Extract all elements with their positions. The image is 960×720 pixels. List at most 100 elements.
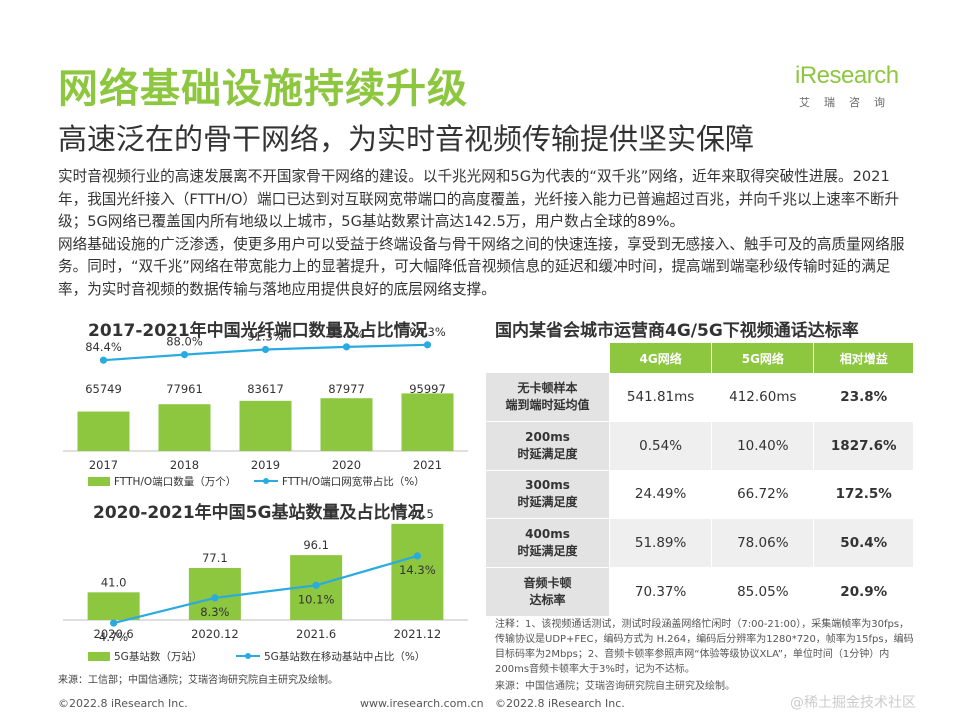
row-label-line2: 时延满足度 — [517, 495, 578, 510]
cell-gain: 172.5% — [814, 470, 914, 520]
row-label: 音频卡顿 达标率 — [486, 568, 610, 617]
line-point — [211, 594, 219, 602]
intro-text: 实时音视频行业的高速发展离不开国家骨干网络的建设。以千兆光网和5G为代表的“双千… — [58, 166, 918, 301]
row-label: 无卡顿样本端到端时延均值 — [486, 373, 610, 422]
line-value-label: 8.3% — [200, 605, 229, 619]
table-header-5g: 5G网络 — [712, 343, 815, 373]
cell-gain: 20.9% — [814, 568, 914, 617]
bar-value-label: 87977 — [328, 382, 365, 396]
cell-gain: 1827.6% — [814, 421, 914, 471]
page-subtitle: 高速泛在的骨干网络，为实时音视频传输提供坚实保障 — [58, 122, 755, 156]
legend-line-label: FTTH/O端口网宽带占比（%） — [282, 475, 425, 488]
line-value-label: 10.1% — [298, 592, 335, 606]
legend-line-label: 5G基站数在移动基站中占比（%） — [264, 650, 425, 663]
row-label-line1: 无卡顿样本 — [517, 380, 578, 395]
bar — [87, 592, 140, 620]
bar-value-label: 77961 — [166, 382, 203, 396]
logo-wordmark: iResearch — [795, 62, 899, 89]
cell-5g: 66.72% — [712, 470, 815, 520]
line-point — [423, 341, 432, 349]
bar — [188, 567, 241, 620]
x-tick-label: 2017 — [89, 458, 118, 472]
bar-value-label: 95997 — [409, 382, 446, 396]
row-label-line2: 端到端时延均值 — [505, 397, 590, 412]
cell-gain: 23.8% — [814, 373, 914, 422]
x-tick-label: 2021.12 — [394, 627, 442, 641]
row-label: 300ms 时延满足度 — [486, 470, 610, 520]
line-point — [180, 351, 189, 359]
line-value-label: 14.3% — [399, 563, 436, 577]
table-header-gain: 相对增益 — [814, 343, 914, 373]
fiber-port-chart: 65749 2017 77961 2018 83617 2019 87977 2020 9599… — [63, 325, 468, 488]
footer-url: www.iresearch.com.cn — [360, 697, 484, 710]
bar — [401, 393, 454, 451]
cell-4g: 541.81ms — [610, 373, 713, 422]
table-row: 200ms 时延满足度 0.54% 10.40% 1827.6% — [486, 421, 914, 471]
line-point — [342, 343, 351, 351]
x-tick-label: 2020.6 — [94, 627, 134, 641]
legend-line-marker — [263, 478, 269, 484]
series-line — [113, 554, 418, 625]
cell-4g: 0.54% — [610, 421, 713, 471]
bar — [391, 523, 444, 620]
cell-5g: 412.60ms — [712, 373, 815, 422]
x-tick-label: 2020.12 — [191, 627, 239, 641]
5g-chart-title: 2020-2021年中国5G基站数量及占比情况 — [93, 503, 425, 523]
table-row: 音频卡顿 达标率 70.37% 85.05% 20.9% — [486, 568, 914, 617]
line-value-label: 94.3% — [409, 325, 446, 339]
bar-value-label: 83617 — [247, 382, 284, 396]
line-point — [110, 619, 118, 627]
bar — [239, 400, 292, 451]
fiber-chart-title: 2017-2021年中国光纤端口数量及占比情况 — [88, 321, 428, 341]
row-label: 400ms 时延满足度 — [486, 519, 610, 569]
x-tick-label: 2021 — [413, 458, 442, 472]
table-source-note: 来源：中国信通院；艾瑞咨询研究院自主研究及绘制。 — [495, 681, 735, 692]
legend-bar-label: FTTH/O端口数量（万个） — [114, 475, 236, 488]
table-row: 400ms 时延满足度 51.89% 78.06% 50.4% — [486, 519, 914, 569]
row-label-line2: 达标率 — [529, 593, 566, 608]
bar — [77, 411, 130, 451]
logo-chinese-name: 艾瑞咨询 — [799, 96, 899, 109]
bar-value-label: 142.5 — [401, 507, 434, 521]
cell-gain: 50.4% — [814, 519, 914, 569]
table-header-4g: 4G网络 — [610, 343, 713, 373]
line-point — [99, 356, 108, 364]
cell-4g: 51.89% — [610, 519, 713, 569]
bar — [320, 398, 373, 451]
cell-5g: 78.06% — [712, 519, 815, 569]
5g-station-chart: 41.0 2020.6 77.1 2020.12 96.1 2021.6 142.5 2021… — [63, 507, 468, 663]
watermark: @稀土掘金技术社区 — [790, 695, 916, 711]
row-label-line2: 时延满足度 — [517, 544, 578, 559]
cell-5g: 10.40% — [712, 421, 815, 471]
cell-4g: 70.37% — [610, 568, 713, 617]
x-tick-label: 2018 — [170, 458, 199, 472]
intro-paragraph-2: 网络基础设施的广泛渗透，使更多用户可以受益于终端设备与骨干网络之间的快速连接，享… — [58, 235, 905, 298]
table-header-blank — [486, 343, 610, 373]
page-title: 网络基础设施持续升级 — [58, 66, 468, 112]
legend-line-marker — [245, 653, 251, 659]
line-point — [312, 581, 320, 589]
row-label-line1: 200ms — [525, 429, 570, 444]
iresearch-logo: iResearch 艾瑞咨询 — [795, 62, 920, 112]
line-value-label: 91.3% — [247, 329, 284, 343]
table-header-row: 4G网络 5G网络 相对增益 — [486, 343, 914, 373]
video-call-table: 4G网络 5G网络 相对增益 无卡顿样本端到端时延均值 541.81ms 412… — [486, 343, 914, 617]
line-value-label: 4.7% — [99, 630, 128, 644]
line-point — [261, 345, 270, 354]
line-value-label: 84.4% — [85, 340, 122, 354]
footer-copyright-right: ©2022.8 iResearch Inc. — [495, 697, 625, 710]
line-point — [413, 552, 421, 560]
legend-bar-label: 5G基站数（万站） — [114, 650, 202, 663]
bar — [158, 404, 211, 451]
bar-value-label: 77.1 — [202, 551, 228, 565]
row-label: 200ms 时延满足度 — [486, 421, 610, 471]
legend-bar-swatch — [88, 652, 110, 661]
line-value-label: 88.0% — [166, 335, 203, 349]
x-tick-label: 2021.6 — [296, 627, 336, 641]
row-label-line2: 时延满足度 — [517, 446, 578, 461]
bar-value-label: 41.0 — [101, 575, 127, 589]
table-row: 无卡顿样本端到端时延均值 541.81ms 412.60ms 23.8% — [486, 373, 914, 422]
line-value-label: 93.0% — [328, 327, 365, 341]
chart-source-note: 来源：工信部；中国信通院；艾瑞咨询研究院自主研究及绘制。 — [58, 675, 338, 686]
row-label-line1: 音频卡顿 — [523, 576, 572, 591]
